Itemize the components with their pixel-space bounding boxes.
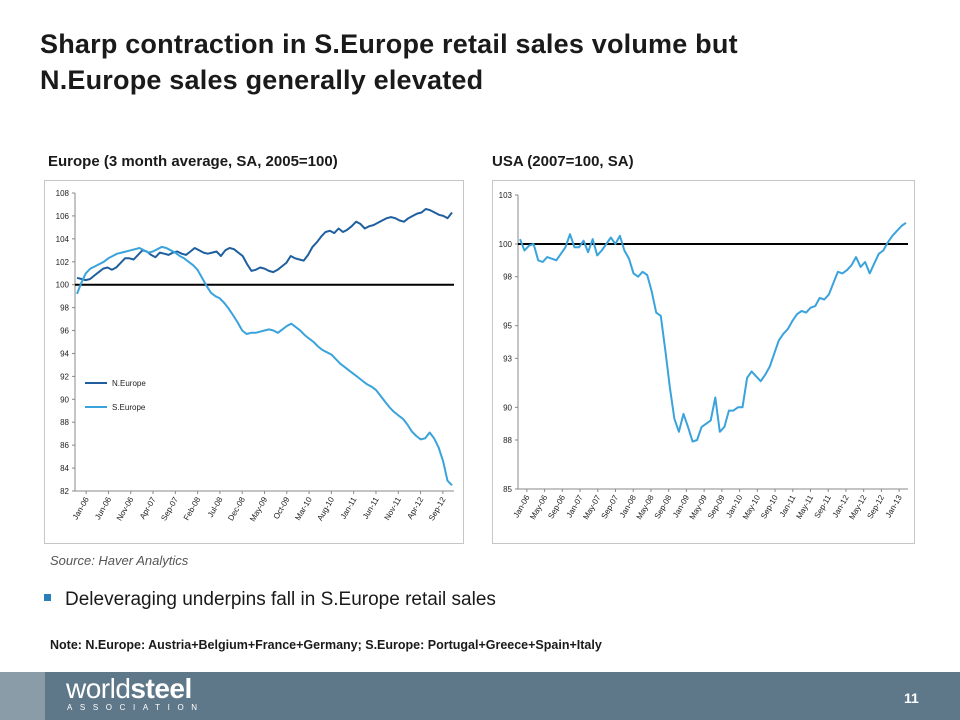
europe-x-tick-label: Jun-06 (93, 495, 113, 521)
usa-y-tick-label: 98 (503, 273, 512, 282)
bullet-marker (44, 594, 51, 601)
europe-y-tick-label: 86 (60, 441, 69, 450)
europe-y-tick-label: 102 (56, 258, 70, 267)
usa-y-tick-label: 95 (503, 322, 512, 331)
usa-chart-svg: 858890939598100103Jan-06May-06Sep-06Jan-… (499, 191, 908, 521)
usa-y-tick-label: 90 (503, 403, 512, 412)
europe-x-tick-label: Jan-11 (339, 495, 359, 521)
usa-y-tick-label: 103 (499, 191, 513, 200)
europe-y-tick-label: 90 (60, 395, 69, 404)
europe-series-neurope-line (76, 208, 453, 282)
usa-x-tick-label: May-11 (794, 493, 815, 521)
usa-x-tick-label: Jan-13 (884, 493, 904, 519)
europe-x-tick-label: Jun-11 (361, 495, 381, 521)
europe-y-tick-label: 100 (56, 281, 70, 290)
usa-x-tick-label: Sep-09 (706, 493, 727, 520)
bullet-point: Deleveraging underpins fall in S.Europe … (44, 589, 496, 611)
europe-y-tick-label: 96 (60, 327, 69, 336)
page-number: 11 (904, 690, 919, 706)
europe-x-tick-label: Jul-08 (206, 495, 225, 519)
europe-x-tick-label: Apr-12 (405, 495, 425, 521)
usa-x-tick-label: Sep-06 (546, 493, 567, 520)
europe-y-tick-label: 84 (60, 464, 69, 473)
usa-chart: 85 88 90 93 95 98 100 103 Jan-06 May-06 Sep-06 Jan-… (492, 180, 915, 544)
europe-x-tick-label: Nov-11 (383, 495, 404, 522)
usa-y-tick-label: 85 (503, 485, 512, 494)
usa-x-tick-label: Sep-10 (759, 493, 780, 520)
usa-x-tick-label: Sep-08 (653, 493, 674, 520)
europe-x-tick-label: Dec-08 (226, 495, 247, 522)
europe-x-tick-label: Aug-10 (315, 495, 336, 522)
europe-legend-label: N.Europe (112, 379, 146, 388)
europe-x-tick-label: Sep-07 (159, 495, 180, 522)
europe-chart: 82 84 86 88 90 92 94 96 98 100 102 104 106 108 Jan-06 J… (44, 180, 464, 544)
worldsteel-logo: worldsteel (66, 674, 192, 704)
europe-y-tick-label: 108 (56, 189, 70, 198)
europe-y-tick-label: 82 (60, 487, 69, 496)
europe-y-tick-label: 104 (56, 235, 70, 244)
europe-x-tick-label: May-09 (248, 495, 269, 523)
usa-x-tick-label: Sep-11 (813, 493, 834, 520)
bullet-text: Deleveraging underpins fall in S.Europe … (65, 589, 496, 610)
usa-x-tick-label: Sep-12 (865, 493, 886, 520)
slide-title-line-1: Sharp contraction in S.Europe retail sal… (40, 29, 738, 59)
europe-chart-title: Europe (3 month average, SA, 2005=100) (48, 153, 338, 170)
europe-x-tick-label: Feb-08 (182, 495, 203, 522)
europe-y-tick-label: 98 (60, 304, 69, 313)
usa-y-tick-label: 88 (503, 436, 512, 445)
footer-band (45, 672, 960, 720)
source-note: Source: Haver Analytics (50, 553, 189, 568)
europe-legend-label: S.Europe (112, 403, 146, 412)
europe-x-tick-label: Oct-09 (272, 495, 292, 521)
logo-word-world: world (66, 673, 131, 704)
usa-x-tick-label: Sep-07 (600, 493, 621, 520)
slide-title-line-2: N.Europe sales generally elevated (40, 65, 484, 95)
europe-x-tick-label: Nov-06 (115, 495, 136, 522)
europe-y-tick-label: 88 (60, 418, 69, 427)
europe-y-tick-label: 106 (56, 212, 70, 221)
logo-association: ASSOCIATION (67, 703, 205, 712)
europe-x-tick-label: Mar-10 (293, 495, 314, 522)
europe-x-tick-label: Apr-07 (138, 495, 158, 521)
europe-series-seurope-line (76, 245, 453, 486)
slide-title: Sharp contraction in S.Europe retail sal… (40, 26, 920, 98)
usa-y-tick-label: 93 (503, 354, 512, 363)
europe-x-tick-label: Jan-06 (71, 495, 91, 521)
europe-x-tick-label: Sep-12 (427, 495, 448, 522)
usa-y-tick-label: 100 (499, 240, 513, 249)
europe-y-tick-label: 92 (60, 372, 69, 381)
usa-chart-title: USA (2007=100, SA) (492, 153, 634, 170)
usa-series-retail-sales-line (519, 221, 907, 443)
footnote: Note: N.Europe: Austria+Belgium+France+G… (50, 638, 602, 652)
logo-word-steel: steel (130, 673, 192, 704)
europe-y-tick-label: 94 (60, 349, 69, 358)
